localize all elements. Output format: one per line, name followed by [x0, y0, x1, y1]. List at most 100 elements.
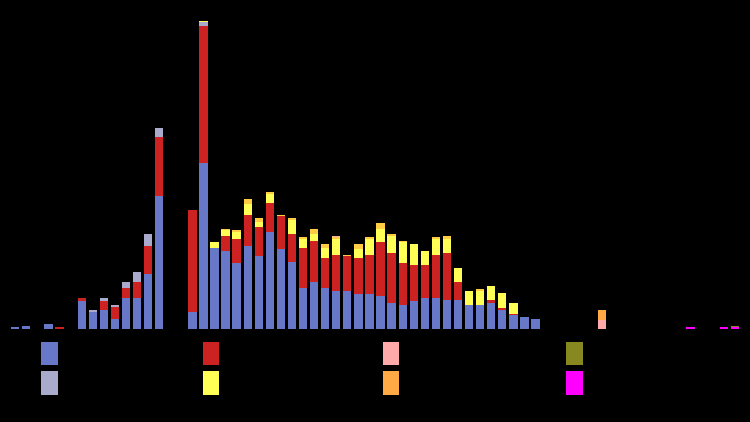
- Bar: [398, 243, 406, 263]
- Bar: [432, 254, 440, 298]
- Bar: [155, 137, 164, 196]
- Bar: [442, 253, 451, 300]
- Bar: [155, 196, 164, 329]
- Bar: [111, 305, 119, 307]
- Bar: [221, 235, 230, 251]
- Bar: [509, 315, 518, 329]
- Bar: [344, 291, 352, 329]
- Bar: [266, 194, 274, 203]
- Bar: [244, 215, 252, 246]
- Bar: [288, 220, 296, 234]
- Bar: [277, 216, 285, 249]
- Bar: [332, 235, 340, 237]
- Bar: [254, 227, 263, 256]
- Bar: [288, 262, 296, 329]
- Bar: [465, 305, 473, 329]
- Bar: [365, 239, 374, 254]
- Bar: [376, 229, 385, 243]
- Bar: [509, 314, 518, 315]
- Bar: [100, 298, 108, 301]
- Bar: [442, 300, 451, 329]
- Bar: [244, 204, 252, 215]
- Bar: [344, 254, 352, 256]
- Bar: [509, 303, 518, 314]
- Bar: [388, 234, 396, 235]
- Bar: [598, 310, 606, 320]
- Bar: [410, 244, 418, 265]
- Bar: [730, 326, 739, 327]
- Bar: [122, 282, 130, 287]
- Bar: [376, 296, 385, 329]
- Bar: [221, 229, 230, 230]
- Bar: [388, 303, 396, 329]
- Bar: [100, 301, 108, 310]
- Bar: [476, 289, 484, 291]
- Bar: [56, 327, 64, 329]
- Bar: [730, 327, 739, 329]
- Bar: [232, 263, 241, 329]
- Bar: [487, 303, 496, 329]
- Bar: [221, 251, 230, 329]
- Bar: [188, 312, 196, 329]
- Bar: [598, 320, 606, 329]
- Bar: [299, 248, 307, 287]
- Bar: [398, 241, 406, 243]
- Bar: [432, 298, 440, 329]
- Bar: [299, 239, 307, 248]
- Bar: [266, 203, 274, 232]
- Bar: [344, 256, 352, 291]
- Bar: [210, 248, 219, 329]
- Bar: [388, 253, 396, 303]
- Bar: [254, 218, 263, 222]
- Bar: [410, 265, 418, 301]
- Bar: [133, 298, 141, 329]
- Bar: [454, 282, 462, 300]
- Bar: [254, 222, 263, 227]
- Bar: [122, 287, 130, 298]
- Bar: [88, 312, 97, 329]
- Bar: [310, 282, 318, 329]
- Bar: [421, 265, 429, 298]
- Bar: [487, 300, 496, 303]
- Bar: [332, 239, 340, 254]
- Bar: [299, 237, 307, 239]
- Bar: [288, 218, 296, 220]
- Bar: [332, 254, 340, 291]
- Bar: [133, 282, 141, 298]
- Bar: [376, 223, 385, 229]
- Bar: [133, 272, 141, 282]
- Bar: [531, 319, 540, 329]
- Bar: [11, 327, 20, 329]
- Bar: [232, 230, 241, 232]
- Bar: [398, 263, 406, 305]
- Bar: [77, 298, 86, 301]
- Bar: [520, 317, 529, 329]
- Bar: [498, 293, 506, 308]
- Bar: [421, 298, 429, 329]
- Bar: [365, 254, 374, 295]
- Bar: [421, 251, 429, 265]
- Bar: [498, 308, 506, 310]
- Bar: [122, 298, 130, 329]
- Bar: [321, 287, 329, 329]
- Bar: [155, 128, 164, 137]
- Bar: [498, 310, 506, 329]
- Bar: [144, 274, 152, 329]
- Bar: [277, 249, 285, 329]
- Bar: [376, 243, 385, 296]
- Bar: [476, 305, 484, 329]
- Bar: [321, 258, 329, 287]
- Bar: [266, 192, 274, 194]
- Bar: [354, 295, 362, 329]
- Bar: [88, 310, 97, 312]
- Bar: [410, 301, 418, 329]
- Bar: [365, 237, 374, 239]
- Bar: [232, 239, 241, 263]
- Bar: [686, 327, 694, 329]
- Bar: [354, 249, 362, 258]
- Bar: [454, 300, 462, 329]
- Bar: [299, 287, 307, 329]
- Bar: [388, 235, 396, 253]
- Bar: [442, 235, 451, 239]
- Bar: [144, 246, 152, 274]
